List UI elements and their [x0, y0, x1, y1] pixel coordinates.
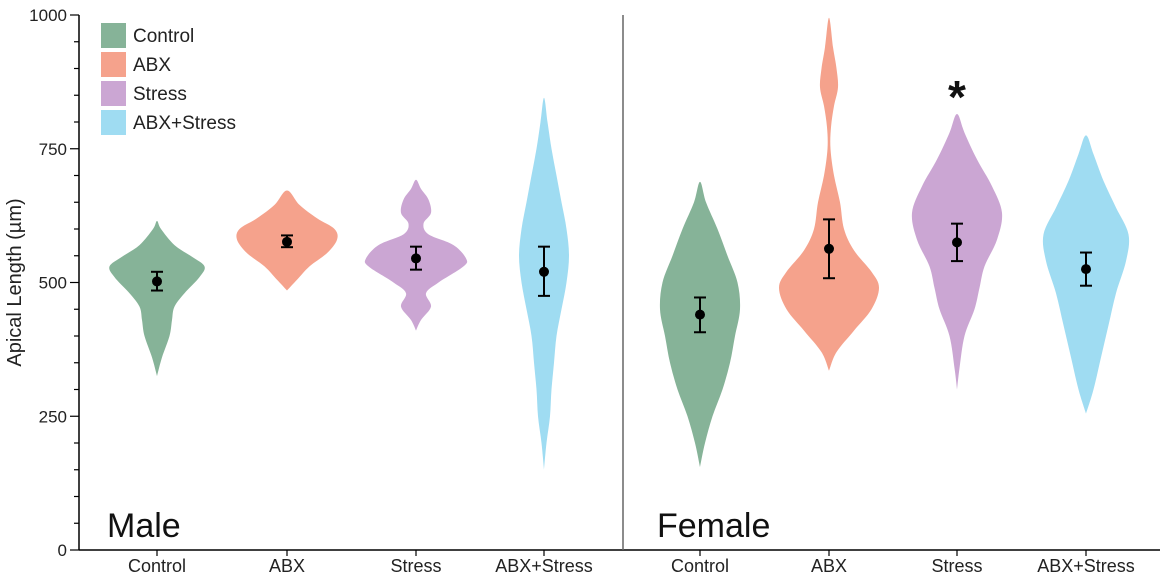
x-category-label: Control: [128, 556, 186, 576]
mean-point-male-stress: [411, 253, 421, 264]
y-tick-label: 1000: [29, 6, 67, 25]
mean-point-female-stress: [952, 237, 962, 248]
mean-point-female-control: [695, 309, 705, 320]
panel-label-female: Female: [657, 507, 770, 545]
y-tick-label: 0: [58, 541, 67, 560]
y-tick-label: 500: [39, 274, 67, 293]
violin-female-abx: [779, 17, 879, 371]
legend-item-stress: Stress: [101, 81, 187, 106]
y-tick-label: 250: [39, 407, 67, 426]
legend-swatch: [101, 52, 126, 77]
legend-item-abx-stress: ABX+Stress: [101, 110, 236, 135]
legend-label: Control: [133, 26, 194, 47]
violin-layer: [109, 17, 1130, 470]
mean-point-female-abx-stress: [1081, 264, 1091, 275]
legend-swatch: [101, 81, 126, 106]
error-bar-layer: [151, 218, 1092, 334]
legend-label: Stress: [133, 84, 187, 105]
mean-point-male-control: [152, 276, 162, 287]
label-layer: Male Female *: [107, 71, 966, 545]
legend: Control ABX Stress ABX+Stress: [101, 23, 236, 135]
x-category-label: Stress: [390, 556, 441, 576]
violin-male-control: [109, 221, 205, 377]
y-tick-label: 750: [39, 140, 67, 159]
mean-point-male-abx: [282, 236, 292, 247]
legend-swatch: [101, 23, 126, 48]
x-category-label: ABX: [811, 556, 847, 576]
x-category-label: Control: [671, 556, 729, 576]
x-category-label: Stress: [931, 556, 982, 576]
legend-item-abx: ABX: [101, 52, 171, 77]
legend-label: ABX+Stress: [133, 113, 236, 134]
mean-point-male-abx-stress: [539, 266, 549, 277]
significance-asterisk: *: [948, 71, 966, 123]
y-axis-title: Apical Length (µm): [4, 198, 26, 366]
legend-swatch: [101, 110, 126, 135]
legend-item-control: Control: [101, 23, 194, 48]
x-category-label: ABX: [269, 556, 305, 576]
axes-layer: 0 250 500 750 1000 Apical Length (µm) Control A…: [4, 6, 1160, 576]
x-category-label: ABX+Stress: [1037, 556, 1135, 576]
panel-label-male: Male: [107, 507, 181, 545]
x-category-label: ABX+Stress: [495, 556, 593, 576]
legend-label: ABX: [133, 55, 171, 76]
mean-point-female-abx: [824, 243, 834, 254]
